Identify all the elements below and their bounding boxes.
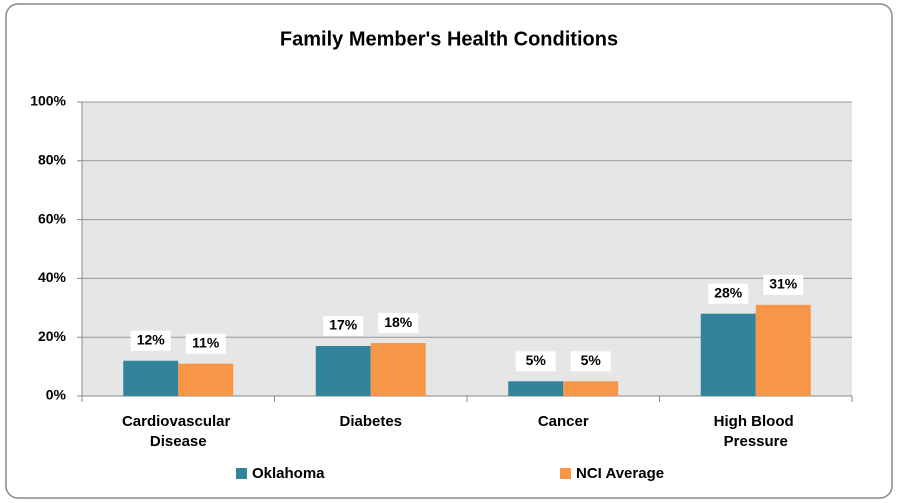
x-tick-label: Diabetes <box>339 413 402 430</box>
legend-label: Oklahoma <box>252 465 325 482</box>
value-label-bg <box>130 330 171 351</box>
x-tick-label: High Blood Pressure <box>714 413 798 450</box>
legend-swatch <box>560 468 571 479</box>
y-tick-label: 20% <box>38 328 67 344</box>
bar <box>178 363 234 396</box>
y-tick-label: 60% <box>38 210 67 226</box>
value-label-bg <box>708 283 749 304</box>
bar <box>508 381 564 396</box>
value-label-bg <box>763 274 804 295</box>
x-tick-label: Cancer <box>538 413 589 430</box>
value-label: 31% <box>769 276 798 292</box>
bar <box>370 343 426 396</box>
y-tick-label: 0% <box>46 387 67 403</box>
value-label-bg <box>323 316 364 337</box>
y-tick-label: 100% <box>30 93 66 109</box>
bar <box>755 304 811 396</box>
bar <box>123 360 179 396</box>
x-tick-label: Cardiovascular Disease <box>122 413 235 450</box>
y-tick-label: 80% <box>38 152 67 168</box>
bar <box>563 381 619 396</box>
value-label: 5% <box>526 352 547 368</box>
chart-title: Family Member's Health Conditions <box>280 28 618 50</box>
legend-swatch <box>236 468 247 479</box>
bar <box>315 346 371 396</box>
value-label: 17% <box>329 317 358 333</box>
value-label: 5% <box>581 352 602 368</box>
value-label-bg <box>515 351 556 372</box>
value-label: 28% <box>714 284 743 300</box>
value-label: 11% <box>192 334 220 350</box>
value-label: 18% <box>384 314 413 330</box>
bar <box>700 313 756 396</box>
legend-label: NCI Average <box>576 465 664 482</box>
value-label-bg <box>378 313 419 334</box>
value-label-bg <box>185 333 226 354</box>
y-tick-label: 40% <box>38 269 67 285</box>
value-label-bg <box>570 351 611 372</box>
value-label: 12% <box>137 331 166 347</box>
